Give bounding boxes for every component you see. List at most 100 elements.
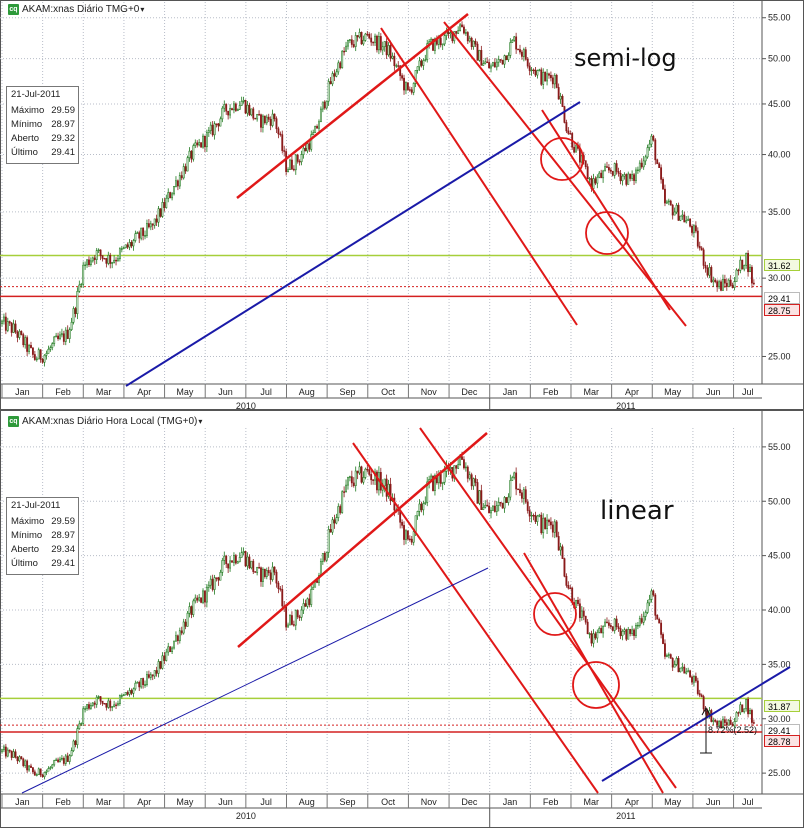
month-label: Aug — [299, 387, 315, 397]
candle-body — [97, 696, 100, 698]
candle-body — [606, 621, 608, 624]
candle-body — [406, 530, 409, 540]
candle-body — [555, 74, 558, 88]
candle-body — [466, 32, 469, 42]
candle-body — [623, 629, 626, 632]
candle-body — [654, 139, 657, 161]
candle-body — [103, 258, 106, 260]
candle-body — [204, 135, 206, 148]
candle-body — [426, 43, 429, 60]
chart-header[interactable]: cq AKAM:xnas Diário TMG+0 ▾ — [8, 4, 144, 15]
candle-body — [461, 456, 463, 460]
trendline-blue — [601, 666, 791, 782]
chevron-down-icon[interactable]: ▾ — [140, 5, 145, 14]
candle-body — [434, 475, 436, 491]
candle-body — [575, 144, 577, 153]
candle-body — [418, 60, 421, 68]
candle-body — [229, 108, 232, 116]
candle-body — [178, 630, 181, 642]
candle-body — [196, 597, 199, 601]
candle-body — [522, 49, 525, 57]
candle-body — [229, 560, 232, 569]
candle-body — [28, 345, 30, 352]
candle-body — [281, 134, 284, 151]
candle-body — [573, 146, 576, 153]
candle-body — [544, 517, 547, 530]
candle-body — [47, 768, 50, 772]
candle-body — [289, 159, 291, 170]
chart-title: AKAM:xnas Diário TMG+0 — [22, 4, 140, 15]
chart-header[interactable]: cq AKAM:xnas Diário Hora Local (TMG+0) ▾ — [8, 416, 202, 427]
candle-body — [424, 59, 427, 61]
candle-body — [553, 521, 556, 533]
candle-body — [327, 529, 330, 553]
candle-body — [679, 215, 682, 221]
candle-body — [99, 249, 102, 256]
info-row-last: Último 29.41 — [11, 558, 75, 569]
candle-body — [511, 40, 514, 43]
month-label: Jan — [503, 797, 518, 807]
candle-body — [503, 497, 506, 509]
candle-body — [169, 646, 172, 652]
candle-body — [640, 162, 643, 168]
candle-body — [449, 32, 452, 35]
channel-line-red — [236, 13, 469, 199]
candle-body — [416, 66, 419, 71]
candle-body — [205, 132, 208, 148]
candle-body — [157, 208, 160, 223]
candle-body — [590, 633, 593, 644]
candle-body — [182, 621, 185, 634]
candle-body — [667, 654, 670, 656]
candle-body — [621, 175, 624, 182]
candle-body — [117, 258, 119, 261]
candle-body — [39, 349, 42, 360]
candle-body — [739, 704, 742, 714]
candle-body — [149, 674, 152, 678]
candle-body — [534, 515, 537, 522]
candle-body — [213, 577, 216, 590]
candle-body — [16, 756, 19, 762]
candle-body — [747, 252, 750, 273]
candle-body — [277, 128, 280, 135]
candle-body — [43, 772, 46, 778]
candle-body — [549, 521, 552, 526]
candle-body — [14, 323, 17, 333]
candle-body — [685, 220, 688, 223]
candle-body — [509, 42, 512, 56]
month-label: Jul — [260, 387, 272, 397]
candle-body — [376, 35, 378, 51]
candle-body — [304, 147, 307, 152]
candle-body — [577, 599, 579, 605]
candle-body — [53, 336, 56, 344]
candle-body — [455, 31, 458, 34]
candle-body — [675, 658, 678, 665]
channel-line-red — [380, 27, 578, 326]
candle-body — [66, 755, 69, 762]
candle-body — [157, 661, 160, 674]
candle-body — [385, 41, 388, 56]
candle-body — [198, 597, 201, 601]
chevron-down-icon[interactable]: ▾ — [198, 417, 203, 426]
candle-body — [151, 223, 154, 226]
candle-body — [312, 586, 315, 590]
candle-body — [704, 265, 707, 269]
candle-body — [74, 740, 77, 745]
candle-body — [617, 171, 620, 174]
candle-body — [443, 35, 446, 45]
candle-body — [725, 282, 728, 287]
candle-body — [300, 609, 303, 618]
candle-body — [213, 123, 216, 136]
candle-body — [49, 767, 52, 769]
candle-body — [258, 114, 260, 116]
candle-body — [308, 598, 311, 605]
candle-body — [66, 329, 69, 339]
candle-body — [420, 60, 423, 66]
candle-body — [26, 760, 29, 771]
candle-body — [184, 621, 187, 627]
candle-body — [207, 130, 210, 133]
ohlc-info-box: 21-Jul-2011 Máximo 29.59 Mínimo 28.97 Aber… — [6, 86, 79, 164]
candle-body — [8, 749, 11, 752]
candle-body — [561, 95, 564, 107]
info-row-max: Máximo 29.59 — [11, 105, 75, 116]
candle-body — [325, 552, 328, 561]
